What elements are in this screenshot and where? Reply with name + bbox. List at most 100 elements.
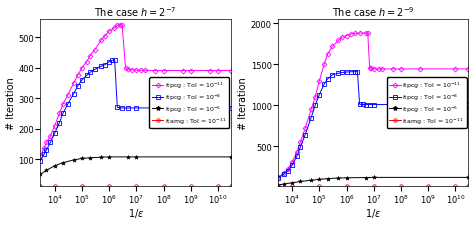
itpcg : Tol = $10^{-11}$: (7e+06, 1.46e+03): Tol = $10^{-11}$: (7e+06, 1.46e+03) [367,67,373,70]
itpcg : Tol = $10^{-8}$: (3e+10, 1.01e+03): Tol = $10^{-8}$: (3e+10, 1.01e+03) [465,104,471,106]
itpcg : Tol = $10^{-8}$: (3e+03, 110): Tol = $10^{-8}$: (3e+03, 110) [275,177,281,180]
itamg : Tol = $10^{-11}$: (1e+09, 10): Tol = $10^{-11}$: (1e+09, 10) [188,185,193,188]
itpcg : Tol = $10^{-11}$: (5e+06, 395): Tol = $10^{-11}$: (5e+06, 395) [125,69,131,71]
itpcg : Tol = $10^{-8}$: (1e+10, 1.01e+03): Tol = $10^{-8}$: (1e+10, 1.01e+03) [453,104,458,106]
itpcg : Tol = $10^{-8}$: (1e+07, 1.01e+03): Tol = $10^{-8}$: (1e+07, 1.01e+03) [371,104,377,106]
itpcg : Tol = $10^{-5}$: (5e+04, 97): Tol = $10^{-5}$: (5e+04, 97) [71,159,77,162]
itpcg : Tol = $10^{-11}$: (3e+04, 720): Tol = $10^{-11}$: (3e+04, 720) [302,127,308,130]
itamg : Tol = $10^{-11}$: (1e+10, 10): Tol = $10^{-11}$: (1e+10, 10) [215,185,221,188]
itpcg : Tol = $10^{-8}$: (7e+03, 200): Tol = $10^{-8}$: (7e+03, 200) [285,170,291,172]
itpcg : Tol = $10^{-5}$: (5e+03, 63): Tol = $10^{-5}$: (5e+03, 63) [44,169,49,172]
itamg : Tol = $10^{-11}$: (1e+05, 10): Tol = $10^{-11}$: (1e+05, 10) [79,185,85,188]
itpcg : Tol = $10^{-8}$: (1e+06, 1.4e+03): Tol = $10^{-8}$: (1e+06, 1.4e+03) [344,71,349,74]
Line: itamg : Tol = $10^{-11}$: itamg : Tol = $10^{-11}$ [39,185,233,188]
itpcg : Tol = $10^{-11}$: (3e+06, 540): Tol = $10^{-11}$: (3e+06, 540) [119,25,125,27]
itpcg : Tol = $10^{-5}$: (5e+03, 38): Tol = $10^{-5}$: (5e+03, 38) [281,183,287,186]
itpcg : Tol = $10^{-11}$: (1e+04, 210): Tol = $10^{-11}$: (1e+04, 210) [52,125,57,127]
itpcg : Tol = $10^{-11}$: (3e+05, 460): Tol = $10^{-11}$: (3e+05, 460) [92,49,98,52]
itpcg : Tol = $10^{-11}$: (6e+06, 1.88e+03): Tol = $10^{-11}$: (6e+06, 1.88e+03) [365,32,371,35]
itpcg : Tol = $10^{-8}$: (1e+10, 268): Tol = $10^{-8}$: (1e+10, 268) [215,107,221,110]
itpcg : Tol = $10^{-5}$: (3e+10, 107): Tol = $10^{-5}$: (3e+10, 107) [228,156,234,159]
itpcg : Tol = $10^{-8}$: (3e+05, 1.37e+03): Tol = $10^{-8}$: (3e+05, 1.37e+03) [329,74,335,77]
itpcg : Tol = $10^{-11}$: (1.5e+07, 1.44e+03): Tol = $10^{-11}$: (1.5e+07, 1.44e+03) [376,68,382,71]
Title: The case $h = 2^{-7}$: The case $h = 2^{-7}$ [94,6,177,19]
itamg : Tol = $10^{-11}$: (1e+08, 10): Tol = $10^{-11}$: (1e+08, 10) [161,185,166,188]
itpcg : Tol = $10^{-8}$: (1.6e+06, 425): Tol = $10^{-8}$: (1.6e+06, 425) [112,60,118,62]
itamg : Tol = $10^{-11}$: (3e+03, 10): Tol = $10^{-11}$: (3e+03, 10) [37,185,43,188]
itpcg : Tol = $10^{-11}$: (2e+05, 440): Tol = $10^{-11}$: (2e+05, 440) [87,55,93,58]
itpcg : Tol = $10^{-8}$: (2e+05, 385): Tol = $10^{-8}$: (2e+05, 385) [87,72,93,74]
itpcg : Tol = $10^{-5}$: (1e+04, 55): Tol = $10^{-5}$: (1e+04, 55) [289,182,295,184]
itpcg : Tol = $10^{-11}$: (7e+03, 175): Tol = $10^{-11}$: (7e+03, 175) [47,135,53,138]
itpcg : Tol = $10^{-8}$: (5e+07, 268): Tol = $10^{-8}$: (5e+07, 268) [153,107,158,110]
itamg : Tol = $10^{-11}$: (1e+04, 10): Tol = $10^{-11}$: (1e+04, 10) [52,185,57,188]
itpcg : Tol = $10^{-11}$: (7e+04, 1.1e+03): Tol = $10^{-11}$: (7e+04, 1.1e+03) [312,96,318,99]
itpcg : Tol = $10^{-11}$: (3e+04, 310): Tol = $10^{-11}$: (3e+04, 310) [65,94,71,97]
itamg : Tol = $10^{-11}$: (1e+05, 10): Tol = $10^{-11}$: (1e+05, 10) [317,185,322,188]
itpcg : Tol = $10^{-11}$: (1.5e+05, 1.5e+03): Tol = $10^{-11}$: (1.5e+05, 1.5e+03) [321,64,327,66]
itpcg : Tol = $10^{-8}$: (2.5e+06, 1.41e+03): Tol = $10^{-8}$: (2.5e+06, 1.41e+03) [355,71,360,74]
itpcg : Tol = $10^{-5}$: (5e+06, 118): Tol = $10^{-5}$: (5e+06, 118) [363,176,368,179]
itpcg : Tol = $10^{-11}$: (1e+09, 391): Tol = $10^{-11}$: (1e+09, 391) [188,70,193,73]
Legend: itpcg : Tol = $10^{-11}$, itpcg : Tol = $10^{-8}$, itpcg : Tol = $10^{-5}$, itam: itpcg : Tol = $10^{-11}$, itpcg : Tol = … [149,78,229,129]
itamg : Tol = $10^{-11}$: (3e+03, 10): Tol = $10^{-11}$: (3e+03, 10) [275,185,281,188]
itpcg : Tol = $10^{-11}$: (5e+03, 175): Tol = $10^{-11}$: (5e+03, 175) [281,172,287,174]
itpcg : Tol = $10^{-11}$: (2e+04, 280): Tol = $10^{-11}$: (2e+04, 280) [60,104,66,106]
itpcg : Tol = $10^{-8}$: (5e+03, 160): Tol = $10^{-8}$: (5e+03, 160) [281,173,287,176]
itpcg : Tol = $10^{-8}$: (4e+06, 1.01e+03): Tol = $10^{-8}$: (4e+06, 1.01e+03) [360,104,366,106]
itpcg : Tol = $10^{-8}$: (5e+07, 1.01e+03): Tol = $10^{-8}$: (5e+07, 1.01e+03) [390,104,396,106]
itpcg : Tol = $10^{-11}$: (5e+05, 1.79e+03): Tol = $10^{-11}$: (5e+05, 1.79e+03) [336,40,341,43]
X-axis label: $1/\epsilon$: $1/\epsilon$ [128,207,144,219]
itpcg : Tol = $10^{-11}$: (1.5e+04, 250): Tol = $10^{-11}$: (1.5e+04, 250) [56,112,62,115]
Y-axis label: # Iteration: # Iteration [6,77,16,130]
itpcg : Tol = $10^{-11}$: (1e+10, 391): Tol = $10^{-11}$: (1e+10, 391) [215,70,221,73]
itpcg : Tol = $10^{-8}$: (5e+05, 405): Tol = $10^{-8}$: (5e+05, 405) [98,66,104,68]
itamg : Tol = $10^{-11}$: (3e+10, 10): Tol = $10^{-11}$: (3e+10, 10) [228,185,234,188]
itpcg : Tol = $10^{-11}$: (3e+05, 1.72e+03): Tol = $10^{-11}$: (3e+05, 1.72e+03) [329,46,335,48]
itamg : Tol = $10^{-11}$: (1e+07, 10): Tol = $10^{-11}$: (1e+07, 10) [134,185,139,188]
itpcg : Tol = $10^{-11}$: (5e+08, 391): Tol = $10^{-11}$: (5e+08, 391) [180,70,185,73]
itpcg : Tol = $10^{-11}$: (1e+08, 1.44e+03): Tol = $10^{-11}$: (1e+08, 1.44e+03) [398,68,404,71]
itpcg : Tol = $10^{-11}$: (2e+04, 550): Tol = $10^{-11}$: (2e+04, 550) [298,141,303,144]
itpcg : Tol = $10^{-11}$: (2e+05, 1.62e+03): Tol = $10^{-11}$: (2e+05, 1.62e+03) [325,54,330,56]
Line: itpcg : Tol = $10^{-8}$: itpcg : Tol = $10^{-8}$ [39,59,233,163]
itpcg : Tol = $10^{-8}$: (3e+04, 280): Tol = $10^{-8}$: (3e+04, 280) [65,104,71,106]
itpcg : Tol = $10^{-8}$: (2e+06, 270): Tol = $10^{-8}$: (2e+06, 270) [114,106,120,109]
itpcg : Tol = $10^{-11}$: (3e+10, 1.44e+03): Tol = $10^{-11}$: (3e+10, 1.44e+03) [465,68,471,71]
itpcg : Tol = $10^{-8}$: (1.5e+05, 1.26e+03): Tol = $10^{-8}$: (1.5e+05, 1.26e+03) [321,83,327,86]
itpcg : Tol = $10^{-8}$: (1e+07, 268): Tol = $10^{-8}$: (1e+07, 268) [134,107,139,110]
itpcg : Tol = $10^{-8}$: (1e+04, 185): Tol = $10^{-8}$: (1e+04, 185) [52,132,57,135]
itpcg : Tol = $10^{-5}$: (2e+04, 88): Tol = $10^{-5}$: (2e+04, 88) [60,162,66,164]
itpcg : Tol = $10^{-8}$: (5e+06, 1.01e+03): Tol = $10^{-8}$: (5e+06, 1.01e+03) [363,104,368,106]
itpcg : Tol = $10^{-8}$: (1.5e+04, 380): Tol = $10^{-8}$: (1.5e+04, 380) [294,155,300,158]
itpcg : Tol = $10^{-11}$: (2.5e+06, 542): Tol = $10^{-11}$: (2.5e+06, 542) [117,24,123,27]
itpcg : Tol = $10^{-11}$: (1.5e+06, 530): Tol = $10^{-11}$: (1.5e+06, 530) [111,28,117,30]
itpcg : Tol = $10^{-11}$: (1e+06, 1.85e+03): Tol = $10^{-11}$: (1e+06, 1.85e+03) [344,35,349,38]
itamg : Tol = $10^{-11}$: (1e+06, 10): Tol = $10^{-11}$: (1e+06, 10) [106,185,112,188]
itpcg : Tol = $10^{-5}$: (3e+10, 120): Tol = $10^{-5}$: (3e+10, 120) [465,176,471,179]
Line: itpcg : Tol = $10^{-11}$: itpcg : Tol = $10^{-11}$ [276,32,470,179]
Y-axis label: # Iteration: # Iteration [238,77,248,130]
itpcg : Tol = $10^{-8}$: (2e+04, 490): Tol = $10^{-8}$: (2e+04, 490) [298,146,303,149]
itpcg : Tol = $10^{-11}$: (5e+05, 490): Tol = $10^{-11}$: (5e+05, 490) [98,40,104,43]
itpcg : Tol = $10^{-5}$: (5e+06, 107): Tol = $10^{-5}$: (5e+06, 107) [125,156,131,159]
itamg : Tol = $10^{-11}$: (1e+07, 10): Tol = $10^{-11}$: (1e+07, 10) [371,185,377,188]
itpcg : Tol = $10^{-11}$: (7e+05, 505): Tol = $10^{-11}$: (7e+05, 505) [102,35,108,38]
itpcg : Tol = $10^{-8}$: (3e+04, 640): Tol = $10^{-8}$: (3e+04, 640) [302,134,308,137]
itpcg : Tol = $10^{-11}$: (2e+07, 392): Tol = $10^{-11}$: (2e+07, 392) [142,70,147,72]
itpcg : Tol = $10^{-5}$: (1e+06, 107): Tol = $10^{-5}$: (1e+06, 107) [106,156,112,159]
itpcg : Tol = $10^{-5}$: (2e+05, 104): Tol = $10^{-5}$: (2e+05, 104) [87,157,93,160]
itpcg : Tol = $10^{-8}$: (1e+04, 270): Tol = $10^{-8}$: (1e+04, 270) [289,164,295,167]
itpcg : Tol = $10^{-5}$: (3e+03, 28): Tol = $10^{-5}$: (3e+03, 28) [275,184,281,187]
itpcg : Tol = $10^{-5}$: (1e+07, 107): Tol = $10^{-5}$: (1e+07, 107) [134,156,139,159]
itpcg : Tol = $10^{-8}$: (1e+05, 360): Tol = $10^{-8}$: (1e+05, 360) [79,79,85,82]
Line: itpcg : Tol = $10^{-5}$: itpcg : Tol = $10^{-5}$ [276,176,471,187]
itpcg : Tol = $10^{-11}$: (4e+06, 400): Tol = $10^{-11}$: (4e+06, 400) [123,67,128,70]
itpcg : Tol = $10^{-11}$: (7e+03, 220): Tol = $10^{-11}$: (7e+03, 220) [285,168,291,171]
Line: itpcg : Tol = $10^{-8}$: itpcg : Tol = $10^{-8}$ [276,71,470,180]
itpcg : Tol = $10^{-11}$: (1.5e+06, 1.87e+03): Tol = $10^{-11}$: (1.5e+06, 1.87e+03) [348,33,354,36]
itpcg : Tol = $10^{-5}$: (1e+05, 95): Tol = $10^{-5}$: (1e+05, 95) [317,178,322,181]
itpcg : Tol = $10^{-11}$: (5e+03, 155): Tol = $10^{-11}$: (5e+03, 155) [44,141,49,144]
itpcg : Tol = $10^{-11}$: (3e+03, 120): Tol = $10^{-11}$: (3e+03, 120) [275,176,281,179]
itpcg : Tol = $10^{-11}$: (5e+09, 391): Tol = $10^{-11}$: (5e+09, 391) [207,70,213,73]
